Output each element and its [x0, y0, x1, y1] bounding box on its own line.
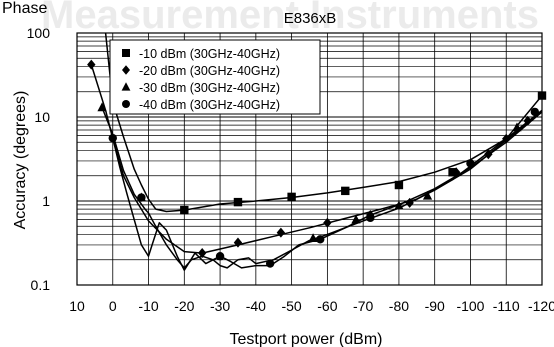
- series-marker: [215, 252, 225, 261]
- legend-label: -10 dBm (30GHz-40GHz): [139, 47, 280, 61]
- x-tick-label: -20: [174, 298, 194, 314]
- series-marker: [451, 167, 461, 178]
- series-marker: [422, 190, 433, 200]
- watermark: Measurement Instruments: [41, 0, 539, 37]
- series-marker: [484, 149, 493, 160]
- series-marker: [308, 233, 318, 243]
- series-marker: [265, 259, 275, 268]
- series-marker: [197, 248, 207, 259]
- x-tick-label: 10: [69, 298, 85, 314]
- series-marker: [87, 59, 96, 70]
- series-marker: [351, 214, 361, 224]
- x-tick-label: -10: [138, 298, 158, 314]
- series-marker: [502, 133, 511, 144]
- legend-label: -40 dBm (30GHz-40GHz): [139, 98, 280, 112]
- series-marker: [97, 102, 107, 112]
- x-tick-label: -60: [317, 298, 337, 314]
- series-marker: [537, 91, 547, 100]
- y-tick-label: 10: [34, 109, 50, 125]
- series-marker: [287, 192, 296, 202]
- x-tick-label: -90: [425, 298, 445, 314]
- series-marker: [466, 159, 475, 168]
- legend-box: [109, 39, 321, 115]
- corner-label: Phase: [2, 0, 47, 17]
- x-tick-label: -70: [353, 298, 373, 314]
- legend-items: -10 dBm (30GHz-40GHz) -20 dBm (30GHz-40GH…: [121, 47, 280, 112]
- x-tick-label: -110: [493, 298, 520, 314]
- series-marker: [108, 133, 117, 143]
- x-axis-label: Testport power (dBm): [230, 331, 383, 347]
- y-tick-label: 100: [27, 25, 51, 41]
- series-marker: [121, 82, 131, 91]
- series-marker: [530, 107, 540, 117]
- x-tick-label: -100: [456, 298, 484, 314]
- series-marker: [233, 197, 243, 207]
- legend: -10 dBm (30GHz-40GHz) -20 dBm (30GHz-40GH…: [109, 39, 321, 115]
- series-marker: [122, 49, 130, 57]
- series-line-1: [104, 32, 542, 213]
- y-tick-label: 0.1: [31, 277, 51, 293]
- series-marker: [405, 197, 414, 208]
- series-marker: [233, 237, 243, 248]
- series-line-3: [101, 107, 542, 269]
- chart-title: E836xB: [284, 10, 337, 27]
- series-marker: [180, 205, 189, 215]
- legend-label: -30 dBm (30GHz-40GHz): [139, 81, 280, 95]
- x-tick-label: 0: [109, 298, 117, 314]
- x-tick-label: -40: [246, 298, 266, 314]
- series-marker: [122, 100, 130, 108]
- series-marker: [323, 217, 332, 228]
- plot-frame: [76, 32, 543, 286]
- y-axis-label: Accuracy (degrees): [12, 91, 29, 230]
- x-tick-label: -80: [389, 298, 409, 314]
- series-marker: [316, 235, 325, 244]
- series-marker: [366, 213, 375, 223]
- series-marker: [394, 180, 404, 190]
- y-tick-labels: 0.1 1 10 100: [27, 25, 51, 293]
- series-markers: [87, 59, 547, 268]
- series-line-4: [112, 111, 542, 271]
- series-marker: [122, 65, 130, 75]
- series-marker: [137, 193, 146, 202]
- y-tick-label: 1: [42, 193, 50, 209]
- series-marker: [394, 200, 404, 210]
- series-marker: [341, 186, 350, 196]
- series-marker: [276, 227, 286, 238]
- x-tick-labels: 10 0 -10 -20 -30 -40 -50 -60 -70 -80 -90 -100 -110 -1…: [69, 298, 554, 314]
- x-tick-label: -120: [528, 298, 554, 314]
- x-tick-label: -30: [210, 298, 230, 314]
- x-tick-label: -50: [281, 298, 301, 314]
- series-marker: [523, 115, 532, 126]
- legend-label: -20 dBm (30GHz-40GHz): [139, 64, 280, 78]
- series-marker: [512, 122, 522, 132]
